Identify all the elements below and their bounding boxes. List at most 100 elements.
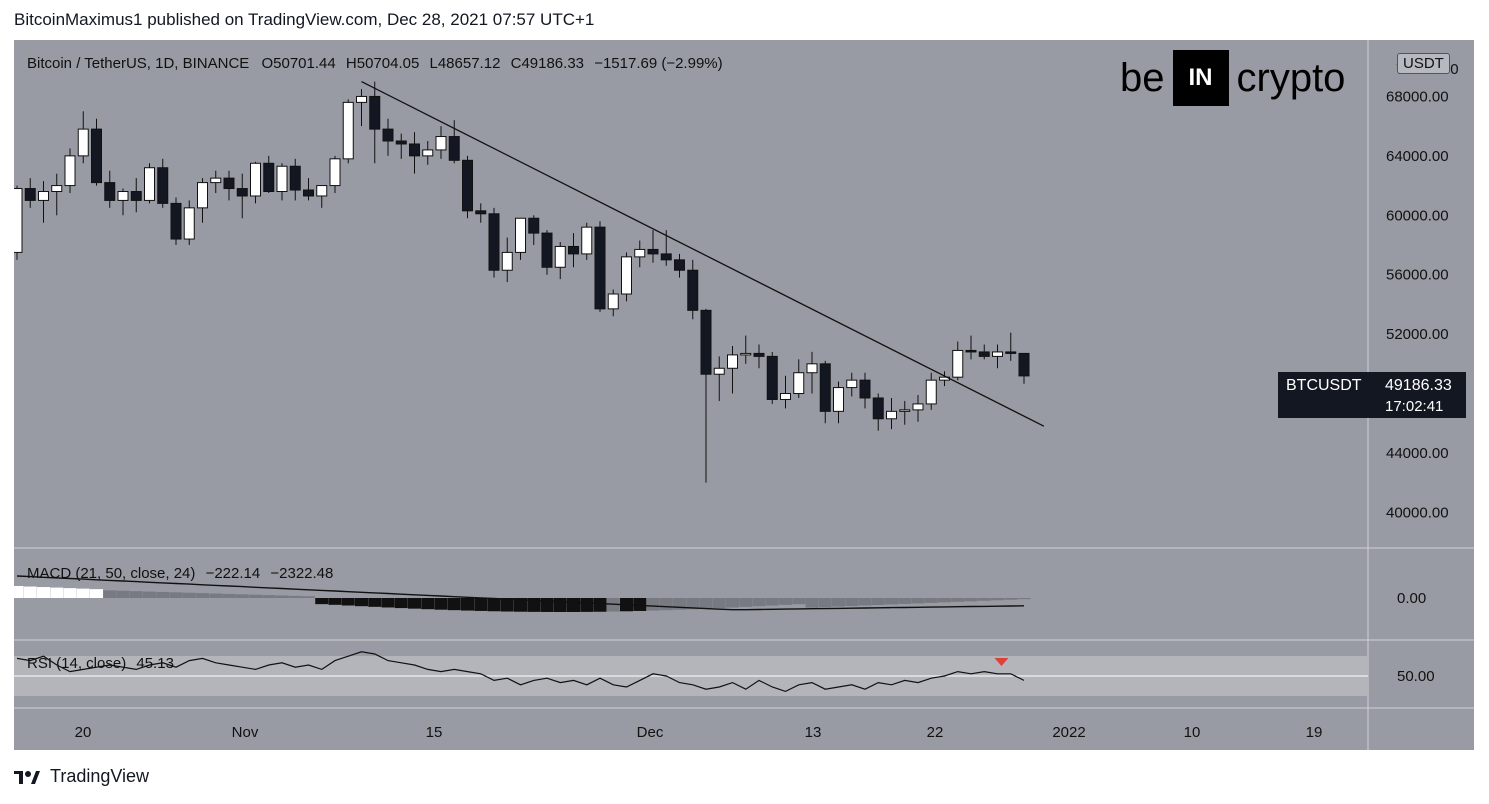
macd-histogram-bar: [567, 598, 580, 612]
candle-up: [925, 379, 937, 405]
chart-area[interactable]: [14, 40, 1474, 750]
candle-up: [899, 409, 911, 412]
macd-histogram-bar: [209, 593, 223, 598]
low-value: 48657.12: [437, 55, 501, 72]
macd-histogram-bar: [90, 589, 103, 598]
macd-histogram-bar: [222, 593, 236, 598]
logo-left: be: [1120, 55, 1165, 100]
macd-histogram-bar: [302, 596, 315, 598]
macd-histogram-bar: [355, 598, 368, 607]
macd-histogram-bar: [1004, 598, 1018, 600]
beincrypto-logo: be IN crypto: [1120, 50, 1345, 106]
macd-histogram-bar: [288, 595, 302, 598]
candle-up: [501, 251, 513, 271]
tradingview-logo-icon: [14, 770, 40, 784]
candle-down: [263, 162, 275, 193]
candle-down: [859, 379, 871, 399]
price-tag-countdown: 17:02:41: [1385, 398, 1444, 415]
candle-up: [14, 188, 23, 253]
macd-histogram-bar: [765, 598, 779, 606]
rsi-line: [16, 651, 1025, 693]
candle-down: [488, 213, 500, 271]
macd-histogram-bar: [487, 598, 501, 612]
macd-histogram-bar: [169, 592, 183, 598]
macd-histogram-bar: [593, 598, 607, 612]
time-axis-label: 15: [426, 724, 443, 741]
candle-down: [303, 189, 314, 197]
macd-histogram-bar: [673, 598, 686, 610]
price-tick-label: 52000.00: [1386, 326, 1449, 343]
macd-histogram-bar: [911, 598, 925, 604]
macd-histogram-bar: [262, 595, 276, 598]
macd-histogram-bar: [752, 598, 766, 607]
macd-histogram-bar: [447, 598, 461, 611]
candle-up: [250, 162, 261, 197]
price-tick-label: 40000.00: [1386, 504, 1449, 521]
rsi-label[interactable]: RSI (14, close): [27, 655, 127, 672]
candle-down: [289, 165, 301, 191]
macd-histogram-bar: [726, 598, 739, 608]
price-tag-price: 49186.33: [1385, 377, 1452, 394]
change-value: −1517.69 (−2.99%): [594, 55, 723, 72]
candle-down: [568, 245, 579, 255]
candle-up: [634, 248, 646, 258]
macd-histogram-bar: [699, 598, 713, 609]
macd-histogram-bar: [381, 598, 395, 608]
candle-up: [740, 352, 752, 356]
tradingview-brand[interactable]: TradingView: [14, 766, 149, 787]
descending-trendline[interactable]: [361, 81, 1045, 427]
time-axis-label: 13: [805, 724, 822, 741]
macd-histogram-bar: [871, 598, 885, 605]
currency-badge[interactable]: USDT: [1397, 53, 1450, 74]
macd-histogram-bar: [341, 598, 355, 606]
candle-down: [660, 253, 672, 261]
high-value: 50704.05: [356, 55, 420, 72]
candle-down: [170, 202, 182, 240]
macd-histogram-bar: [156, 591, 170, 598]
macd-histogram-bar: [514, 598, 527, 612]
macd-axis-label: 0.00: [1397, 590, 1426, 607]
macd-histogram-bar: [832, 598, 845, 607]
candle-down: [223, 177, 235, 190]
macd-histogram-bar: [249, 594, 262, 598]
macd-value: −222.14: [205, 565, 261, 582]
last-price-tag: BTCUSDT 49186.33 17:02:41: [1278, 372, 1466, 418]
candle-up: [197, 182, 208, 209]
macd-histogram-bar: [76, 588, 90, 598]
candle-down: [700, 309, 712, 375]
symbol-label[interactable]: Bitcoin / TetherUS, 1D, BINANCE: [27, 55, 250, 72]
candle-down: [448, 136, 460, 161]
low-label: L: [429, 55, 438, 72]
macd-histogram-bar: [659, 598, 673, 611]
price-tick-label: 60000.00: [1386, 207, 1449, 224]
price-tick-label: 56000.00: [1386, 267, 1449, 284]
rsi-legend: RSI (14, close) 45.13: [27, 655, 174, 672]
time-axis-label: 22: [927, 724, 944, 741]
price-tick-label: 68000.00: [1386, 88, 1449, 105]
macd-histogram-bar: [408, 598, 421, 609]
candle-up: [342, 101, 354, 160]
candle-down: [1018, 352, 1030, 377]
candle-up: [276, 165, 288, 193]
macd-histogram-bar: [924, 598, 938, 603]
candle-up: [38, 191, 49, 201]
macd-histogram-bar: [368, 598, 382, 607]
price-chart[interactable]: 40000.00 44000.00 52000.00 56000.00 60000.00…: [14, 40, 1474, 750]
macd-histogram-bar: [129, 591, 143, 598]
candle-down: [541, 232, 553, 268]
macd-histogram-bar: [50, 587, 64, 598]
candle-up: [713, 367, 725, 375]
macd-histogram-bar: [633, 598, 647, 611]
macd-histogram-bar: [712, 598, 726, 609]
candle-down: [409, 143, 420, 157]
price-tick-label: 44000.00: [1386, 445, 1449, 462]
open-label: O: [261, 55, 274, 72]
candle-down: [674, 259, 685, 271]
macd-histogram-bar: [37, 587, 50, 598]
macd-label[interactable]: MACD (21, 50, close, 24): [27, 565, 196, 582]
macd-line: [16, 575, 1025, 611]
published-line: BitcoinMaximus1 published on TradingView…: [14, 10, 595, 29]
candle-up: [144, 167, 155, 201]
candle-up: [210, 177, 222, 184]
candle-down: [104, 182, 116, 201]
